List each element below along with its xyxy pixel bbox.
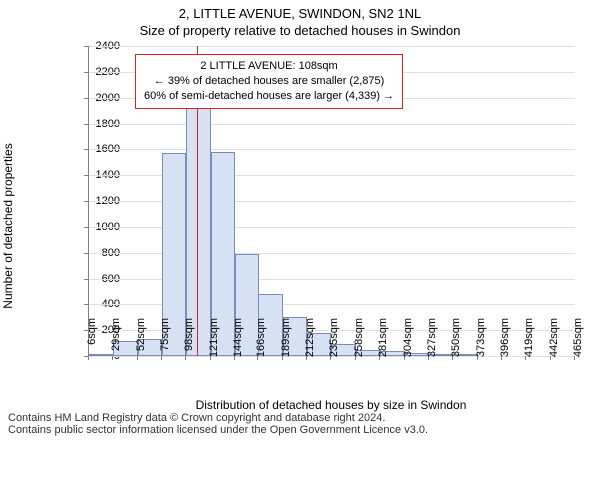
x-tick-label: 304sqm bbox=[402, 318, 414, 362]
histogram-chart: Number of detached properties 0200400600… bbox=[54, 46, 574, 406]
annotation-line-2: ← 39% of detached houses are smaller (2,… bbox=[144, 74, 394, 89]
x-tick-label: 75sqm bbox=[159, 318, 171, 362]
x-tick-label: 258sqm bbox=[353, 318, 365, 362]
x-tick-label: 189sqm bbox=[280, 318, 292, 362]
x-tick-label: 98sqm bbox=[183, 318, 195, 362]
footer-line-2: Contains public sector information licen… bbox=[8, 424, 592, 436]
x-tick-label: 121sqm bbox=[208, 318, 220, 362]
x-tick-label: 212sqm bbox=[304, 318, 316, 362]
x-tick-label: 281sqm bbox=[377, 318, 389, 362]
page-subtitle: Size of property relative to detached ho… bbox=[0, 21, 600, 38]
x-tick-label: 465sqm bbox=[572, 318, 584, 362]
annotation-line-1: 2 LITTLE AVENUE: 108sqm bbox=[144, 59, 394, 74]
x-tick-label: 419sqm bbox=[523, 318, 535, 362]
x-tick-label: 327sqm bbox=[426, 318, 438, 362]
x-tick-label: 144sqm bbox=[232, 318, 244, 362]
footer-line-1: Contains HM Land Registry data © Crown c… bbox=[8, 412, 592, 424]
annotation-box: 2 LITTLE AVENUE: 108sqm ← 39% of detache… bbox=[135, 54, 403, 109]
plot-area: 2 LITTLE AVENUE: 108sqm ← 39% of detache… bbox=[88, 46, 575, 357]
y-axis-label: Number of detached properties bbox=[1, 143, 15, 308]
x-tick-label: 52sqm bbox=[135, 318, 147, 362]
x-tick-label: 29sqm bbox=[110, 318, 122, 362]
x-axis-ticks: 6sqm29sqm52sqm75sqm98sqm121sqm144sqm166s… bbox=[88, 356, 574, 400]
x-tick-label: 235sqm bbox=[328, 318, 340, 362]
x-tick-label: 373sqm bbox=[475, 318, 487, 362]
x-axis-label: Distribution of detached houses by size … bbox=[88, 398, 574, 412]
x-tick-label: 442sqm bbox=[548, 318, 560, 362]
x-tick-label: 396sqm bbox=[499, 318, 511, 362]
x-tick-label: 350sqm bbox=[450, 318, 462, 362]
x-tick-label: 6sqm bbox=[86, 318, 98, 362]
x-tick-label: 166sqm bbox=[255, 318, 267, 362]
page-title: 2, LITTLE AVENUE, SWINDON, SN2 1NL bbox=[0, 0, 600, 21]
annotation-line-3: 60% of semi-detached houses are larger (… bbox=[144, 89, 394, 104]
